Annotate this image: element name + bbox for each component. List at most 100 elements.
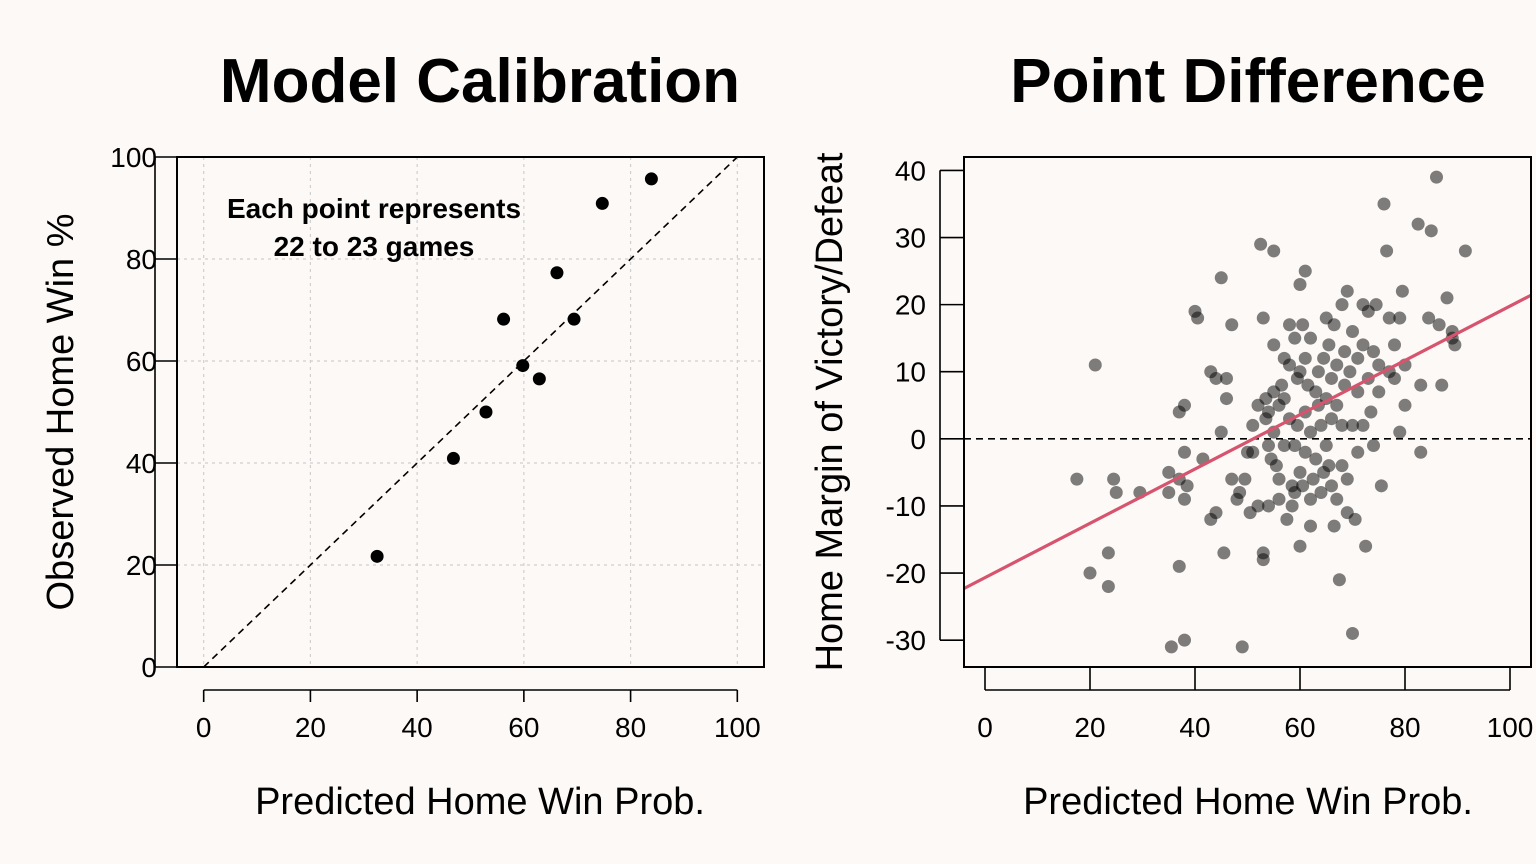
x-tick-label: 60 [508,712,539,743]
data-point [1304,425,1317,439]
data-point [1364,405,1378,419]
calibration-y-axis-label: Observed Home Win % [40,213,82,610]
data-point [1327,318,1341,332]
data-point [1356,418,1370,432]
data-point [1293,365,1307,379]
data-point [1351,445,1365,459]
data-point [1225,318,1239,332]
data-point [1246,445,1260,459]
x-tick-label: 0 [977,712,993,743]
data-point [1414,378,1428,392]
data-point [1359,539,1373,553]
y-tick-label: 80 [126,244,157,275]
data-point [1164,640,1178,654]
data-point [1309,385,1323,399]
data-point [1293,278,1307,291]
data-point [1178,492,1191,506]
data-point [1343,365,1357,379]
data-point [595,196,609,210]
y-tick-label: 60 [126,346,157,377]
calibration-plot-frame [176,156,765,668]
x-tick-label: 40 [402,712,433,743]
data-point [1435,378,1449,392]
data-point [1220,371,1233,385]
data-point [1256,553,1270,567]
data-point [1388,371,1401,385]
data-point [1180,479,1194,493]
x-tick-label: 0 [196,712,212,743]
data-point [1325,412,1338,426]
data-point [1272,472,1286,486]
x-tick-label: 100 [714,712,761,743]
data-point [1277,439,1291,453]
data-point [1311,365,1325,379]
calibration-panel: Model Calibration 0 20 40 60 80 100 0 20 40 60 80… [40,47,765,823]
data-point [1327,519,1341,533]
calibration-x-axis-label: Predicted Home Win Prob. [255,781,705,823]
data-point [1272,492,1286,506]
data-point [1382,311,1396,325]
data-point [1395,284,1409,298]
data-point [1346,324,1359,338]
data-point [1322,459,1336,473]
data-point [1172,559,1186,573]
data-point [1109,486,1123,500]
reference-line [203,156,738,668]
data-point [1374,479,1388,493]
data-point [1254,237,1268,251]
calibration-y-axis: 0 20 40 60 80 100 [110,142,177,683]
point-difference-x-axis-label: Predicted Home Win Prob. [1023,781,1473,823]
data-point [1314,418,1328,432]
point-difference-x-axis: 0 20 40 60 80 100 [977,668,1533,743]
data-point [370,549,384,563]
data-point [1346,418,1359,432]
data-point [1440,291,1454,305]
data-point [1296,479,1310,493]
data-point [1285,499,1299,513]
point-difference-plot-frame [963,156,1532,668]
data-point [1162,486,1176,500]
data-point [1335,459,1349,473]
data-point [1398,398,1412,412]
data-point [1306,472,1320,486]
data-point [1298,351,1312,365]
y-tick-label: 0 [910,424,926,455]
y-tick-label: 10 [895,357,926,388]
fit-line [963,293,1532,590]
data-point [1388,338,1401,352]
data-point [1251,499,1265,513]
x-tick-label: 80 [615,712,646,743]
data-point [1217,546,1231,560]
data-point [1380,244,1394,258]
data-point [1288,331,1302,345]
data-point [1304,492,1317,506]
data-point [1430,170,1443,184]
data-point [1070,472,1084,486]
data-point [1424,224,1438,238]
point-difference-y-axis: -30 -20 -10 0 10 20 30 40 [886,155,963,656]
data-point [1372,358,1386,372]
data-point [516,359,530,373]
data-point [1209,506,1223,520]
data-point [1293,465,1307,479]
data-point [1317,351,1331,365]
data-point [550,266,564,280]
calibration-title: Model Calibration [220,47,740,116]
data-point [1256,311,1270,325]
data-point [1411,217,1425,231]
data-point [479,405,493,419]
data-point [1235,640,1249,654]
data-point [1393,425,1407,439]
data-point [1280,512,1294,526]
data-point [1335,298,1349,312]
y-tick-label: -30 [886,625,926,656]
data-point [1304,331,1317,345]
y-tick-label: 30 [895,223,926,254]
point-difference-plot-area [963,170,1532,654]
data-point [1277,392,1291,406]
data-point [1275,378,1289,392]
data-point [1369,298,1383,312]
y-tick-label: 20 [126,550,157,581]
data-point [1293,539,1307,553]
data-point [1330,492,1344,506]
